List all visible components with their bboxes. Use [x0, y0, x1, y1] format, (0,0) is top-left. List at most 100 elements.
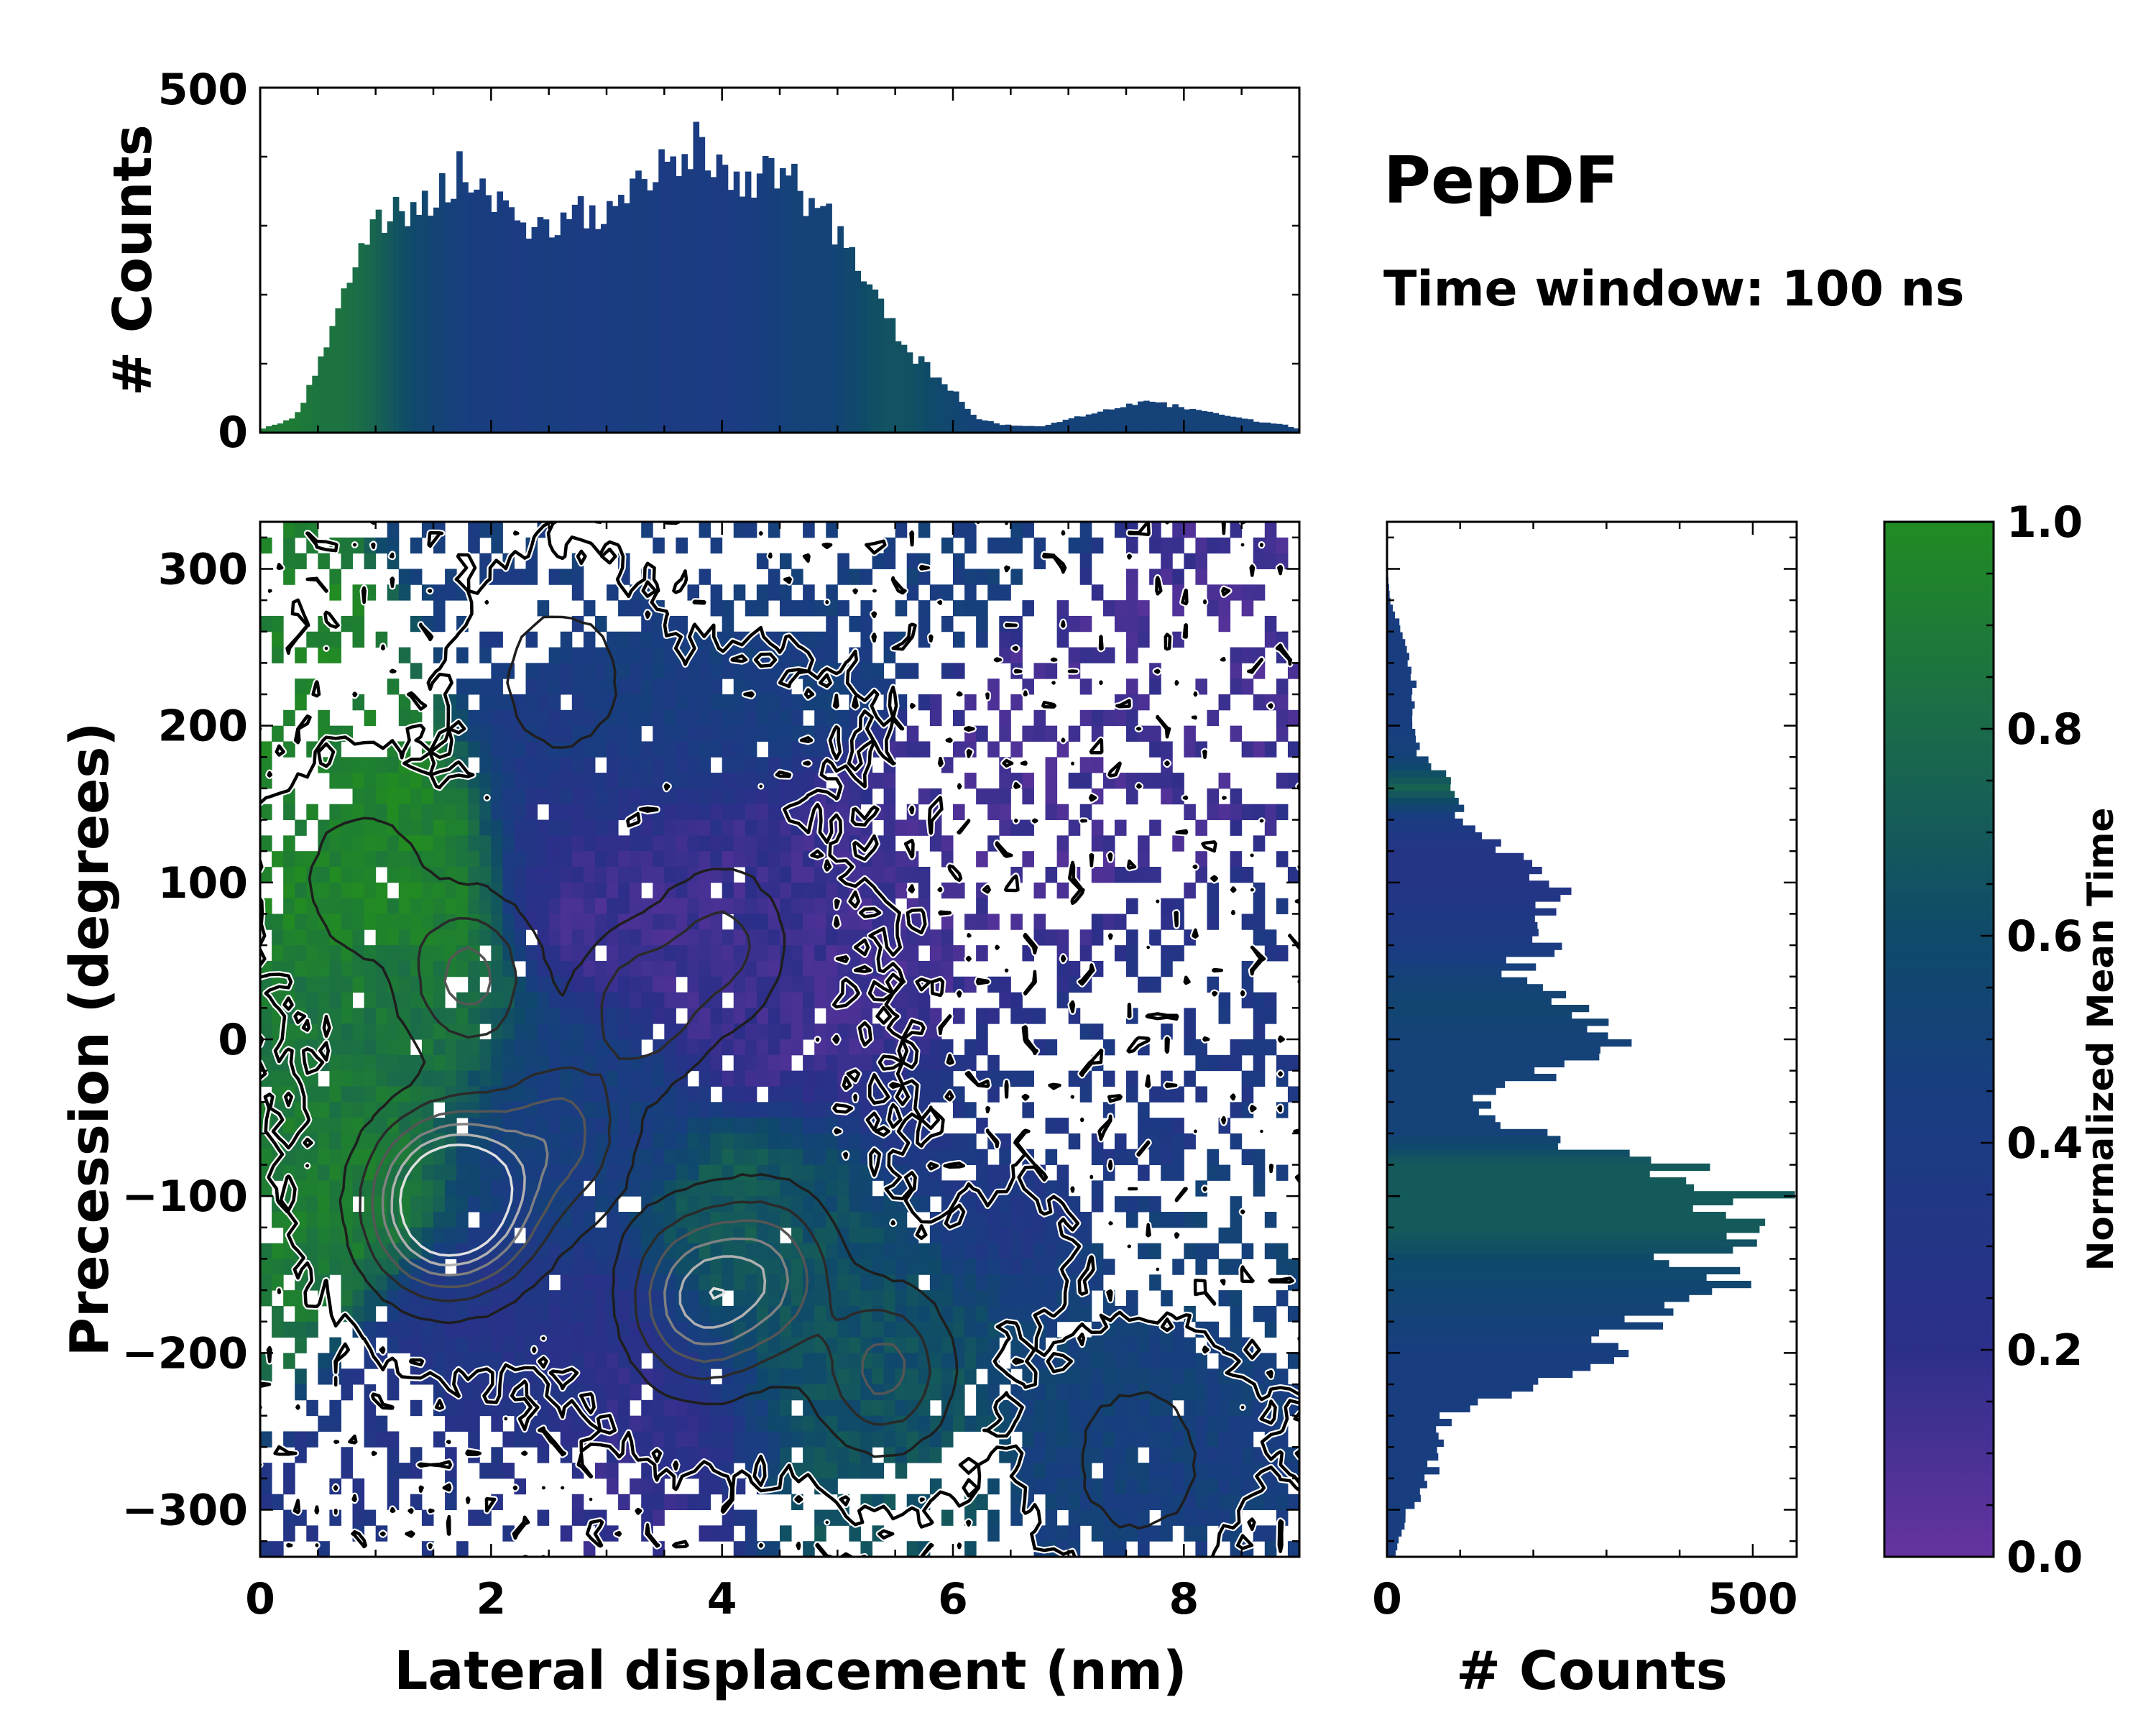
heatmap-cell [594, 1259, 607, 1275]
heatmap-cell [1207, 898, 1220, 914]
heatmap-cell [745, 663, 757, 679]
heatmap-cell [306, 804, 318, 821]
heatmap-cell [306, 1164, 318, 1181]
heatmap-cell [1126, 1086, 1138, 1103]
heatmap-cell [272, 647, 284, 663]
heatmap-cell [860, 1274, 873, 1291]
heatmap-cell [964, 1259, 977, 1275]
heatmap-cell [768, 1180, 780, 1197]
main-xtick-label: 4 [707, 1574, 737, 1624]
heatmap-cell [791, 851, 803, 868]
heatmap-cell [318, 867, 330, 883]
heatmap-cell [722, 1039, 734, 1056]
heatmap-cell [630, 1227, 642, 1244]
heatmap-cell [329, 1133, 341, 1150]
heatmap-cell [272, 914, 284, 930]
heatmap-cell [548, 663, 561, 679]
heatmap-cell [514, 1259, 527, 1275]
heatmap-cell [756, 945, 769, 962]
heatmap-cell [1022, 1102, 1034, 1118]
heatmap-cell [699, 741, 711, 758]
heatmap-cell [364, 1086, 377, 1103]
heatmap-cell [1149, 1196, 1161, 1213]
heatmap-cell [999, 1196, 1011, 1213]
heatmap-cell [722, 1133, 734, 1150]
heatmap-cell [837, 600, 849, 617]
heatmap-cell [421, 914, 434, 930]
heatmap-cell [814, 1525, 826, 1542]
heatmap-cell [491, 1321, 503, 1338]
heatmap-cell [433, 1054, 446, 1072]
heatmap-cell [803, 631, 815, 648]
heatmap-cell [1276, 694, 1289, 711]
heatmap-cell [849, 1196, 861, 1213]
heatmap-cell [929, 1008, 942, 1024]
heatmap-cell [1033, 1290, 1046, 1307]
heatmap-cell [295, 819, 307, 836]
heatmap-cell [860, 569, 873, 585]
heatmap-cell [976, 1399, 988, 1417]
heatmap-cell [341, 1086, 354, 1103]
heatmap-cell [849, 569, 861, 585]
heatmap-cell [1045, 1431, 1058, 1448]
heatmap-cell [433, 882, 446, 899]
heatmap-cell [329, 835, 341, 852]
top-histogram-bar [982, 420, 988, 433]
heatmap-cell [502, 1024, 515, 1040]
heatmap-cell [502, 725, 515, 742]
heatmap-cell [375, 1024, 388, 1040]
top-histogram-bar [912, 364, 919, 433]
heatmap-cell [456, 1290, 469, 1307]
heatmap-cell [1184, 1070, 1196, 1087]
top-histogram-bar [831, 244, 838, 433]
top-histogram-bar [1132, 405, 1138, 433]
heatmap-cell [756, 1054, 769, 1072]
heatmap-cell [1010, 1212, 1023, 1228]
heatmap-cell [641, 835, 653, 852]
heatmap-cell [514, 569, 527, 585]
heatmap-cell [710, 1024, 723, 1040]
heatmap-cell [999, 1212, 1011, 1228]
heatmap-cell [1172, 1259, 1184, 1275]
heatmap-cell [1172, 1463, 1184, 1479]
heatmap-cell [583, 709, 596, 727]
heatmap-cell [1172, 1133, 1184, 1150]
heatmap-cell [571, 1321, 584, 1338]
heatmap-cell [964, 976, 977, 993]
top-histogram-bar [607, 201, 613, 433]
heatmap-cell [641, 1415, 653, 1432]
heatmap-cell [664, 898, 676, 914]
top-histogram-bar [451, 198, 457, 433]
heatmap-cell [1195, 819, 1207, 836]
heatmap-cell [895, 1290, 908, 1307]
heatmap-cell [814, 1353, 826, 1369]
heatmap-cell [445, 819, 457, 836]
heatmap-cell [699, 898, 711, 914]
top-histogram-bar [854, 270, 862, 433]
heatmap-cell [791, 1070, 803, 1087]
heatmap-cell [375, 804, 388, 821]
heatmap-cell [653, 1008, 665, 1024]
heatmap-cell [560, 1070, 573, 1087]
top-histogram-bar [1161, 402, 1167, 433]
heatmap-cell [1195, 1353, 1207, 1369]
heatmap-cell [1068, 819, 1081, 836]
heatmap-cell [918, 992, 931, 1008]
heatmap-cell [260, 1431, 272, 1448]
heatmap-cell [687, 757, 700, 773]
heatmap-cell [260, 1494, 272, 1511]
x-axis-title: Lateral displacement (nm) [394, 1640, 1187, 1702]
heatmap-cell [260, 1541, 272, 1557]
heatmap-cell [410, 569, 423, 585]
heatmap-cell [364, 1290, 377, 1307]
heatmap-cell [849, 1384, 861, 1401]
heatmap-cell [306, 1180, 318, 1197]
heatmap-cell [479, 804, 492, 821]
top-histogram-bar [1068, 418, 1075, 433]
heatmap-cell [1161, 1164, 1173, 1181]
right-histogram-bar [1387, 749, 1417, 757]
heatmap-cell [745, 1070, 757, 1087]
heatmap-cell [364, 945, 377, 962]
heatmap-cell [676, 537, 688, 554]
heatmap-cell [375, 1133, 388, 1150]
